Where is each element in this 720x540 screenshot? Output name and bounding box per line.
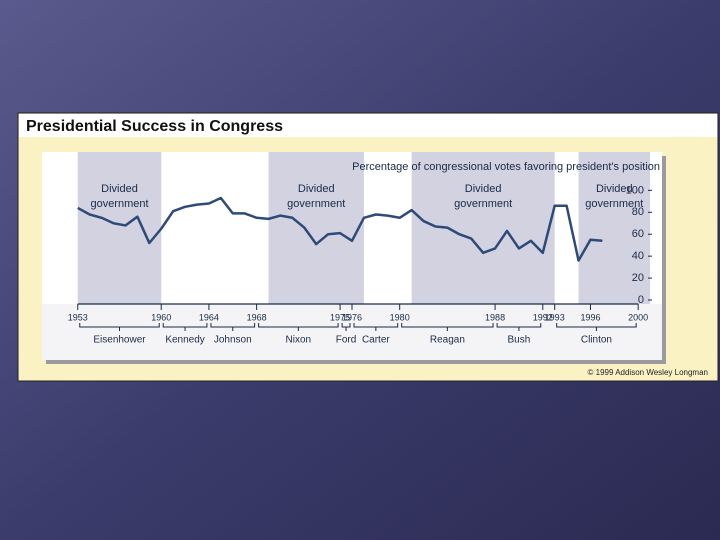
divided-government-band bbox=[77, 152, 162, 304]
president-name: Bush bbox=[508, 335, 531, 346]
president-name: Nixon bbox=[286, 335, 312, 346]
x-tick-label: 1996 bbox=[580, 312, 600, 322]
y-tick-label: 0 bbox=[638, 294, 644, 306]
president-name: Carter bbox=[362, 335, 390, 346]
divided-government-band bbox=[578, 152, 651, 304]
x-tick-label: 1964 bbox=[199, 312, 219, 322]
y-tick-label: 80 bbox=[632, 206, 644, 218]
credit: © 1999 Addison Wesley Longman bbox=[588, 368, 709, 377]
president-bracket bbox=[162, 323, 208, 331]
x-tick-label: 1993 bbox=[545, 312, 565, 322]
y-tick-label: 60 bbox=[632, 228, 644, 240]
x-tick-label: 1953 bbox=[68, 312, 88, 322]
president-name: Clinton bbox=[581, 335, 612, 346]
divided-government-label: government bbox=[287, 198, 345, 210]
divided-government-band bbox=[268, 152, 364, 304]
x-tick-label: 2000 bbox=[628, 312, 648, 322]
divided-government-label: government bbox=[585, 198, 643, 210]
y-axis-label: Percentage of congressional votes favori… bbox=[352, 161, 660, 173]
president-bracket bbox=[258, 323, 339, 331]
divided-government-label: Divided bbox=[596, 183, 633, 195]
president-name: Eisenhower bbox=[93, 335, 146, 346]
president-bracket bbox=[556, 323, 637, 331]
y-tick-label: 20 bbox=[632, 272, 644, 284]
shading-layer bbox=[77, 152, 651, 304]
x-tick-label: 1992 bbox=[533, 312, 553, 322]
divided-government-label: government bbox=[454, 198, 512, 210]
title-strip bbox=[19, 114, 717, 137]
president-bracket bbox=[210, 323, 256, 331]
x-tick-label: 1968 bbox=[247, 312, 267, 322]
x-tick-label: 1976 bbox=[342, 312, 362, 322]
chart-title: Presidential Success in Congress bbox=[26, 118, 283, 135]
divided-government-label: government bbox=[90, 198, 148, 210]
divided-government-label: Divided bbox=[101, 183, 138, 195]
divided-government-band bbox=[411, 152, 555, 304]
x-tick-label: 1960 bbox=[151, 312, 171, 322]
divided-government-label: Divided bbox=[298, 183, 335, 195]
president-name: Kennedy bbox=[165, 335, 204, 346]
x-tick-label: 1975 bbox=[330, 312, 350, 322]
axis-area bbox=[42, 304, 662, 360]
president-name: Reagan bbox=[430, 335, 465, 346]
y-tick-label: 40 bbox=[632, 250, 644, 262]
president-name: Ford bbox=[336, 335, 357, 346]
president-bracket bbox=[353, 323, 399, 331]
x-tick-label: 1988 bbox=[485, 312, 505, 322]
president-bracket bbox=[496, 323, 542, 331]
president-bracket bbox=[401, 323, 494, 331]
divided-government-label: Divided bbox=[465, 183, 502, 195]
data-line bbox=[77, 196, 603, 262]
x-tick-label: 1980 bbox=[390, 312, 410, 322]
president-bracket bbox=[341, 323, 351, 331]
president-name: Johnson bbox=[214, 335, 252, 346]
y-tick-label: 100 bbox=[626, 184, 644, 196]
president-bracket bbox=[79, 323, 160, 331]
